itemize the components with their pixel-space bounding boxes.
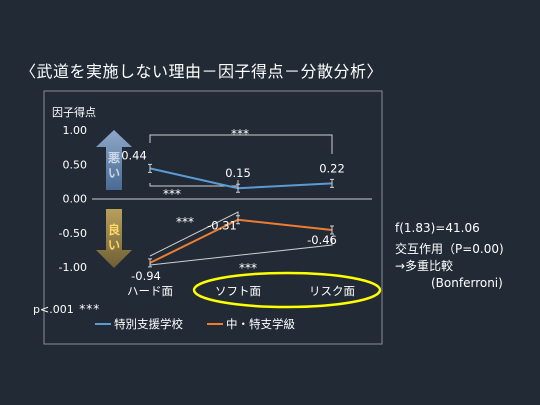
bracket-bottom (149, 238, 333, 266)
bad-arrow (96, 130, 132, 190)
x-tick-label: ソフト面 (215, 284, 261, 298)
p-value-stars: *** (79, 302, 101, 316)
legend: 特別支援学校 中・特支学級 (95, 316, 295, 332)
error-bar (236, 215, 240, 225)
y-tick-label: 0.50 (63, 158, 88, 171)
bracket-mid-upper (149, 180, 239, 187)
y-tick-label: 1.00 (63, 124, 88, 137)
data-label: 0.22 (319, 161, 345, 175)
stats-block: f(1.83)=41.06 交互作用（P=0.00) →多重比較 (Bonfer… (395, 220, 504, 292)
interaction-note: 交互作用（P=0.00) (395, 242, 504, 256)
p-value-text: p<.001 (33, 303, 74, 316)
plot-area-border (43, 90, 383, 345)
legend-item-special-school: 特別支援学校 (95, 316, 183, 332)
legend-swatch (207, 323, 223, 325)
y-tick-label: 0.00 (63, 193, 88, 206)
y-tick-label: -0.50 (59, 227, 87, 240)
legend-swatch (95, 323, 111, 325)
error-bar (148, 258, 152, 268)
f-value: f(1.83)=41.06 (395, 221, 480, 235)
significance-mark: *** (163, 187, 181, 201)
data-label: -0.46 (307, 233, 337, 247)
legend-label: 特別支援学校 (114, 317, 183, 331)
error-bar (236, 183, 240, 193)
data-label: 0.15 (225, 166, 251, 180)
data-label: 0.44 (121, 148, 147, 162)
data-label: -0.31 (207, 219, 237, 233)
posthoc-note: →多重比較 (395, 259, 454, 273)
x-tick-label: リスク面 (309, 284, 355, 298)
significance-mark: *** (176, 215, 194, 229)
good-label: 良い (108, 222, 120, 252)
y-axis-label: 因子得点 (52, 106, 96, 119)
posthoc-method: (Bonferroni) (431, 276, 503, 290)
error-bar (148, 163, 152, 173)
highlight-ellipse (192, 271, 382, 309)
data-label: -0.94 (131, 269, 161, 283)
bracket-top (149, 134, 333, 154)
error-bar (330, 178, 334, 188)
legend-item-special-class: 中・特支学級 (207, 316, 295, 332)
bad-label: 悪い (108, 151, 120, 180)
significance-mark: *** (239, 261, 257, 275)
significance-mark: *** (231, 127, 249, 141)
x-tick-label: ハード面 (127, 284, 173, 298)
y-tick-label: -1.00 (59, 261, 87, 274)
legend-label: 中・特支学級 (226, 317, 295, 331)
error-bar (330, 225, 334, 235)
good-arrow (96, 209, 132, 268)
significance-note: p<.001 *** (33, 302, 100, 316)
slide-title: 〈武道を実施しない理由－因子得点－分散分析〉 (20, 62, 384, 81)
